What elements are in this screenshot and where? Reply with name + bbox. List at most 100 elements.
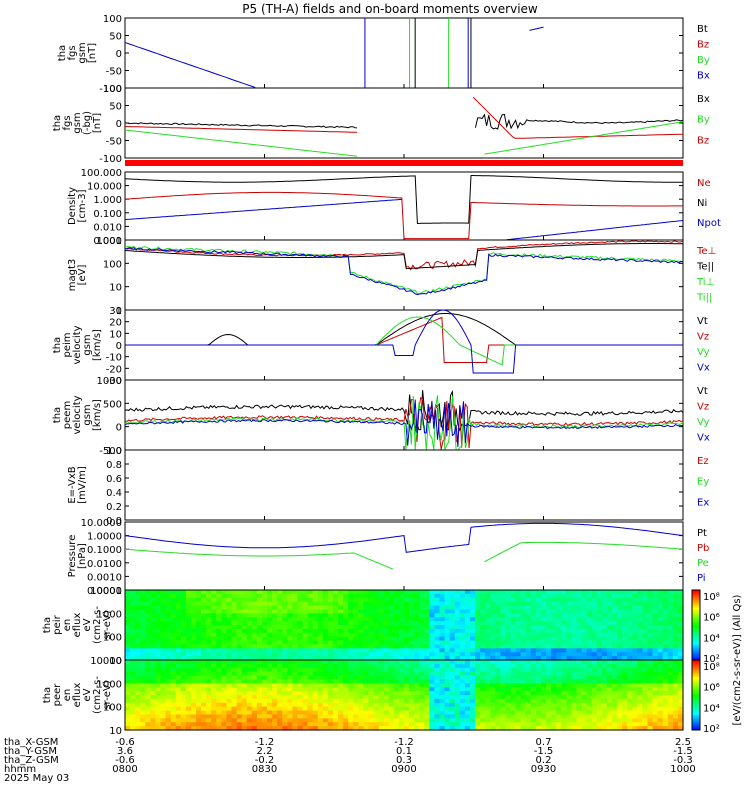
colorbar-cell <box>692 689 700 692</box>
spectro-cell <box>657 679 664 684</box>
spectro-cell <box>657 663 664 669</box>
spectro-cell <box>556 706 562 712</box>
spectro-cell <box>261 679 268 684</box>
spectro-cell <box>236 660 243 665</box>
spectro-cell <box>353 722 359 727</box>
spectro-cell <box>596 613 603 618</box>
spectro-cell <box>505 710 512 716</box>
spectro-cell <box>601 702 608 708</box>
spectro-cell <box>495 714 501 719</box>
spectro-cell <box>419 683 425 688</box>
spectro-cell <box>256 671 263 677</box>
spectro-cell <box>256 652 263 657</box>
spectro-cell <box>601 613 608 618</box>
spectro-cell <box>170 617 177 622</box>
spectro-cell <box>353 714 359 719</box>
spectro-cell <box>388 660 395 665</box>
spectro-cell <box>677 640 684 646</box>
panel-frame <box>124 17 684 89</box>
spectro-cell <box>617 683 623 688</box>
spectro-cell <box>302 590 309 595</box>
spectro-cell <box>180 660 187 665</box>
spectro-cell <box>672 660 679 665</box>
spectro-cell <box>429 718 436 723</box>
spectro-cell <box>170 609 177 614</box>
spectro-cell <box>246 636 253 642</box>
spectro-cell <box>535 714 542 719</box>
spectro-cell <box>657 702 664 708</box>
spectro-cell <box>261 613 268 618</box>
spectro-cell <box>556 613 562 618</box>
spectro-cell <box>332 710 339 716</box>
spectro-cell <box>368 636 375 642</box>
spectro-cell <box>338 702 344 708</box>
spectro-cell <box>160 671 167 677</box>
spectro-cell <box>388 613 395 618</box>
spectro-cell <box>515 617 522 622</box>
spectro-cell <box>485 691 491 696</box>
spectro-cell <box>454 706 461 712</box>
spectro-cell <box>622 636 628 642</box>
spectro-cell <box>216 726 222 731</box>
spectro-cell <box>409 667 415 673</box>
spectro-cell <box>540 621 547 626</box>
spectro-cell <box>317 621 324 626</box>
spectro-cell <box>561 722 567 727</box>
spectro-cell <box>409 679 415 684</box>
spectro-cell <box>130 667 136 673</box>
spectro-cell <box>317 609 324 614</box>
spectro-cell <box>505 605 512 611</box>
spectro-cell <box>256 663 263 669</box>
spectro-cell <box>307 609 314 614</box>
spectro-cell <box>601 601 608 607</box>
spectro-cell <box>652 683 659 688</box>
spectro-cell <box>444 593 451 599</box>
spectro-cell <box>201 710 207 716</box>
spectro-cell <box>196 714 202 719</box>
spectro-cell <box>434 648 441 653</box>
spectro-cell <box>596 722 603 727</box>
spectro-cell <box>454 695 461 700</box>
panel-pressure: 10.00001.00000.10000.01000.00100.0001Pre… <box>67 518 709 597</box>
spectro-cell <box>530 710 537 716</box>
spectro-cell <box>520 683 527 688</box>
spectro-cell <box>398 718 405 723</box>
spectro-cell <box>662 648 669 653</box>
spectro-cell <box>535 691 542 696</box>
spectro-cell <box>277 609 283 614</box>
spectro-cell <box>388 652 395 657</box>
spectro-cell <box>226 632 233 638</box>
spectro-cell <box>459 601 466 607</box>
spectro-cell <box>429 648 436 653</box>
spectro-cell <box>404 718 410 723</box>
spectro-cell <box>596 726 603 731</box>
spectro-cell <box>221 660 228 665</box>
spectro-cell <box>327 675 334 681</box>
spectro-cell <box>485 644 491 649</box>
spectro-cell <box>332 652 339 657</box>
spectro-cell <box>535 679 542 684</box>
spectro-cell <box>363 683 370 688</box>
spectro-cell <box>586 605 593 611</box>
spectro-cell <box>414 726 420 731</box>
spectro-cell <box>419 601 425 607</box>
spectro-cell <box>424 625 430 630</box>
spectro-cell <box>332 656 339 661</box>
spectro-cell <box>150 601 157 607</box>
spectro-cell <box>155 628 162 634</box>
spectro-cell <box>125 726 131 731</box>
spectro-cell <box>652 660 659 665</box>
spectro-cell <box>662 625 669 630</box>
spectro-cell <box>140 675 146 681</box>
spectro-cell <box>596 597 603 603</box>
spectro-cell <box>601 722 608 727</box>
spectro-cell <box>140 593 146 599</box>
spectro-cell <box>454 640 461 646</box>
spectro-cell <box>190 706 197 712</box>
spectro-cell <box>525 718 532 723</box>
spectro-cell <box>175 675 182 681</box>
spectro-cell <box>363 691 370 696</box>
spectro-cell <box>267 632 273 638</box>
spectro-cell <box>241 714 248 719</box>
spectro-cell <box>515 613 522 618</box>
